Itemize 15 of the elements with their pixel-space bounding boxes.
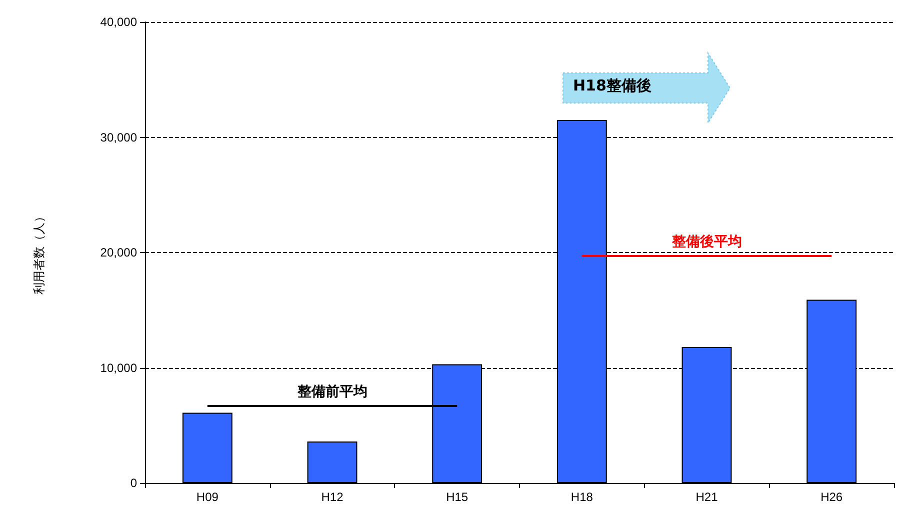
x-tick-label: H21: [696, 490, 718, 504]
ref-line-label: 整備前平均: [296, 382, 368, 399]
ref-line-label: 整備後平均: [670, 232, 742, 249]
y-tick-label: 20,000: [100, 246, 138, 260]
x-tick-label: H12: [321, 490, 344, 504]
x-tick-label: H15: [446, 490, 468, 504]
y-tick-label: 40,000: [100, 15, 138, 29]
y-tick-label: 0: [130, 476, 138, 490]
y-axis-title: 利用者数（人）: [32, 210, 46, 294]
x-tick-label: H18: [570, 490, 594, 504]
y-tick-label: 30,000: [100, 130, 138, 144]
x-tick-label: H26: [820, 490, 843, 504]
y-tick-label: 10,000: [100, 360, 138, 375]
x-tick-label: H09: [196, 490, 219, 504]
annotation: H18整備後: [573, 76, 652, 94]
